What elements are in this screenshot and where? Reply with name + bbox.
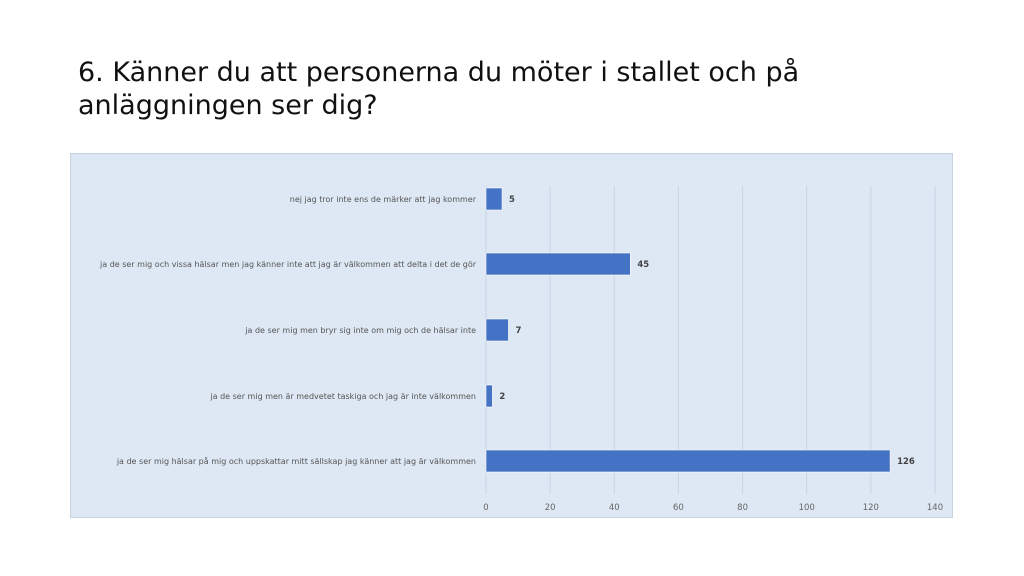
category-label: ja de ser mig hälsar på mig och uppskatt… <box>116 456 476 466</box>
data-label: 7 <box>515 326 521 336</box>
category-label: ja de ser mig men bryr sig inte om mig o… <box>244 326 476 335</box>
x-tick-label: 80 <box>737 503 748 513</box>
x-tick-label: 120 <box>863 503 879 513</box>
category-label: nej jag tror inte ens de märker att jag … <box>290 195 477 204</box>
x-tick-label: 40 <box>609 503 620 513</box>
data-label: 126 <box>897 457 915 467</box>
bar-chart: 0 20 40 60 80 100 120 140 nej jag tror inte ens … <box>99 186 943 513</box>
slide-title: 6. Känner du att personerna du möter i s… <box>78 57 800 121</box>
data-label: 5 <box>509 195 515 205</box>
x-tick-label: 140 <box>927 503 943 513</box>
x-tick-label: 60 <box>673 503 684 513</box>
category-label: ja de ser mig men är medvetet taskiga oc… <box>209 392 476 401</box>
category-label: ja de ser mig och vissa hälsar men jag k… <box>99 260 477 269</box>
bar <box>485 384 493 408</box>
data-label: 2 <box>499 392 505 402</box>
x-tick-label: 20 <box>545 503 556 513</box>
x-tick-label: 0 <box>483 503 488 513</box>
data-label: 45 <box>637 260 649 270</box>
bar <box>485 187 503 211</box>
bar <box>485 252 631 276</box>
chart-area: 0 20 40 60 80 100 120 140 nej jag tror inte ens … <box>70 153 953 518</box>
x-tick-label: 100 <box>799 503 815 513</box>
bar <box>485 318 509 342</box>
bar <box>485 449 891 473</box>
